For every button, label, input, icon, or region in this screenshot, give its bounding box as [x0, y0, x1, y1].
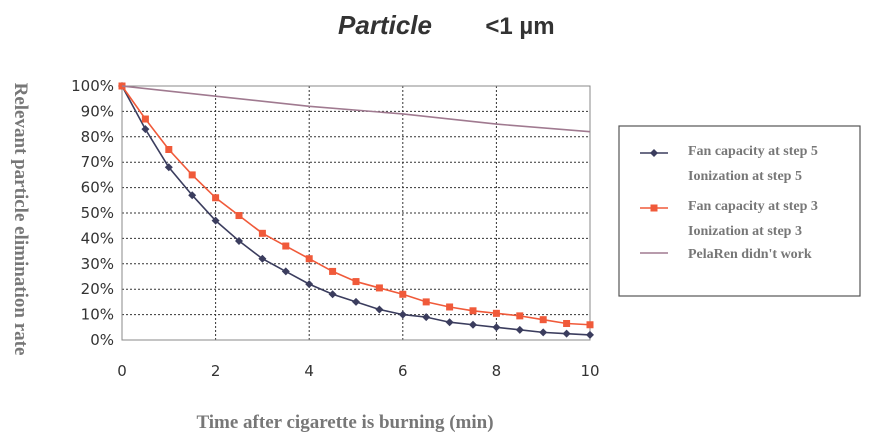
legend-swatch-marker: [650, 204, 658, 212]
data-point: [539, 328, 548, 337]
chart-subtitle: <1 µm: [485, 13, 554, 40]
data-point: [492, 309, 500, 317]
y-axis-label: Relevant particle elimination rate: [10, 83, 31, 356]
x-tick-label: 8: [492, 362, 502, 380]
data-point: [422, 298, 430, 306]
data-point: [212, 194, 220, 202]
axis-ticks: 0% 10% 20% 30% 40% 50% 60% 70% 80% 90% 100% 0 2 4 6 8 10: [71, 77, 599, 380]
legend-label: Fan capacity at step 3: [688, 199, 818, 214]
y-tick-label: 70%: [81, 153, 114, 171]
y-tick-label: 10%: [81, 306, 114, 324]
legend-item: Fan capacity at step 3 Ionization at step…: [640, 199, 818, 239]
data-point: [235, 236, 243, 245]
data-point: [469, 307, 477, 315]
data-point: [164, 163, 173, 172]
data-point: [141, 115, 149, 123]
x-tick-label: 10: [580, 362, 599, 380]
data-point: [282, 242, 290, 250]
data-point: [352, 297, 360, 306]
y-tick-label: 50%: [81, 204, 114, 222]
series-2: [118, 82, 594, 329]
data-point: [563, 319, 571, 327]
legend-box: [618, 125, 861, 297]
data-point: [398, 310, 407, 319]
data-point: [141, 125, 150, 134]
data-point: [539, 316, 547, 324]
data-point: [446, 303, 454, 311]
data-point: [188, 191, 197, 200]
legend-label: Fan capacity at step 5: [688, 144, 818, 159]
data-point: [258, 229, 266, 237]
data-point: [305, 280, 314, 289]
data-point: [492, 323, 501, 332]
y-tick-label: 20%: [81, 280, 114, 298]
data-point: [445, 318, 454, 327]
data-point: [586, 321, 594, 329]
data-point: [469, 320, 477, 329]
data-point: [235, 212, 243, 220]
data-point: [375, 284, 383, 292]
series-3: [121, 85, 591, 133]
x-axis-label: Time after cigarette is burning (min): [196, 412, 493, 433]
series-line: [121, 85, 591, 133]
y-tick-label: 80%: [81, 128, 114, 146]
data-point: [515, 325, 524, 334]
legend-item: PelaRen didn't work: [640, 247, 812, 262]
legend-label: PelaRen didn't work: [688, 247, 812, 262]
data-point: [305, 255, 313, 263]
y-tick-label: 90%: [81, 102, 114, 120]
series-line: [121, 85, 591, 336]
y-tick-label: 30%: [81, 255, 114, 273]
data-point: [328, 290, 337, 299]
series-group: [118, 82, 594, 339]
data-point: [399, 290, 407, 298]
chart-title: Particle: [338, 10, 432, 40]
grid: [122, 86, 590, 340]
data-point: [188, 171, 196, 179]
plot-frame: [121, 85, 591, 341]
y-tick-label: 60%: [81, 179, 114, 197]
data-point: [375, 305, 384, 314]
data-point: [422, 313, 431, 322]
legend-label-line2: Ionization at step 3: [688, 224, 802, 239]
legend-label-line2: Ionization at step 5: [688, 169, 802, 184]
y-tick-label: 100%: [71, 77, 114, 95]
data-point: [586, 330, 594, 339]
legend: Fan capacity at step 5 Ionization at step…: [618, 125, 861, 297]
y-tick-label: 40%: [81, 229, 114, 247]
data-point: [352, 278, 360, 286]
x-tick-label: 4: [304, 362, 314, 380]
data-point: [329, 267, 337, 275]
legend-swatch-marker: [650, 149, 658, 157]
data-point: [258, 254, 267, 263]
data-point: [562, 329, 571, 338]
x-tick-label: 6: [398, 362, 408, 380]
data-point: [165, 146, 173, 153]
legend-item: Fan capacity at step 5 Ionization at step…: [640, 144, 818, 184]
x-tick-label: 0: [117, 362, 127, 380]
data-point: [516, 312, 524, 320]
data-point: [281, 267, 290, 276]
data-point: [211, 216, 220, 225]
y-tick-label: 0%: [90, 331, 114, 349]
series-1: [118, 82, 594, 339]
x-tick-label: 2: [211, 362, 221, 380]
